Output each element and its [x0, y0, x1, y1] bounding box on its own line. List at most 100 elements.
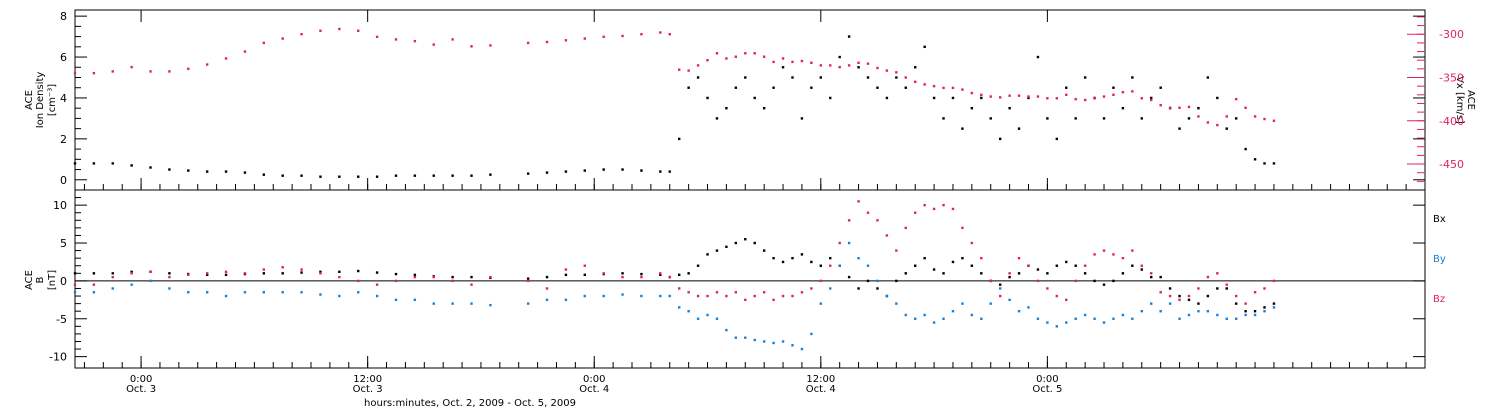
- density-point: [800, 117, 804, 120]
- bx-point: [130, 270, 133, 274]
- legend-bz: Bz: [1433, 294, 1445, 305]
- vx-point: [706, 58, 709, 62]
- density-point: [772, 86, 775, 89]
- bz-point: [980, 256, 983, 260]
- bz-point: [677, 287, 681, 290]
- density-point: [73, 162, 77, 165]
- bz-point: [914, 211, 917, 214]
- vx-point: [810, 61, 813, 64]
- bz-point: [1036, 279, 1040, 283]
- vx-point: [951, 86, 955, 90]
- bz-point: [602, 272, 605, 275]
- density-point: [545, 171, 549, 174]
- bx-point: [1206, 294, 1210, 298]
- vx-point: [470, 45, 473, 48]
- by-point: [980, 317, 983, 320]
- vx-point: [243, 50, 247, 53]
- density-point: [1121, 106, 1125, 110]
- bx-point: [1263, 306, 1266, 309]
- density-point: [470, 174, 473, 177]
- bz-point: [970, 241, 974, 245]
- density-point: [92, 162, 96, 165]
- vx-point: [904, 76, 907, 79]
- bz-point: [885, 234, 889, 237]
- vx-point: [885, 69, 889, 72]
- bz-point: [1112, 253, 1115, 256]
- by-point: [895, 302, 898, 305]
- bx-point: [1140, 268, 1143, 271]
- vx-point: [715, 52, 719, 55]
- bz-point: [489, 275, 492, 279]
- vx-point: [961, 88, 964, 91]
- vx-point: [1197, 115, 1200, 118]
- density-point: [1074, 117, 1077, 120]
- legend-bx: Bx: [1433, 214, 1446, 225]
- bz-point: [791, 294, 794, 298]
- bx-point: [451, 275, 454, 279]
- bx-point: [1112, 279, 1115, 283]
- bx-point: [847, 275, 851, 279]
- density-point: [1083, 76, 1087, 79]
- density-point: [876, 86, 879, 89]
- bx-point: [1055, 264, 1059, 267]
- vx-point: [130, 65, 133, 69]
- by-point: [725, 328, 728, 332]
- density-point: [838, 55, 841, 59]
- by-point: [1074, 317, 1077, 320]
- bz-point: [951, 207, 955, 211]
- by-point: [734, 336, 738, 339]
- bz-point: [168, 275, 171, 279]
- top-left-tick-label: 2: [60, 133, 67, 146]
- by-point: [583, 294, 586, 298]
- density-point: [394, 174, 398, 177]
- vx-point: [762, 55, 766, 58]
- bx-point: [1131, 264, 1134, 267]
- vx-point: [819, 64, 823, 67]
- bx-point: [1168, 287, 1172, 290]
- density-point: [781, 66, 785, 69]
- vx-point: [394, 38, 398, 41]
- density-point: [319, 175, 322, 178]
- bx-point: [819, 264, 823, 267]
- density-point: [951, 96, 955, 100]
- vx-point: [668, 33, 671, 36]
- vx-point: [989, 95, 992, 98]
- by-point: [961, 302, 964, 305]
- bx-point: [470, 275, 473, 279]
- vx-point: [1093, 97, 1096, 100]
- bx-point: [725, 245, 728, 249]
- by-point: [602, 294, 605, 298]
- vx-point: [375, 35, 379, 39]
- bottom-left-tick-label: 5: [60, 237, 67, 250]
- bz-point: [847, 219, 851, 222]
- bz-point: [243, 272, 247, 275]
- x-tick-date-label: Oct. 5: [1032, 384, 1062, 395]
- density-point: [942, 117, 945, 120]
- bx-point: [205, 273, 209, 277]
- by-point: [1206, 309, 1210, 313]
- by-point: [1272, 306, 1276, 309]
- density-point: [621, 168, 624, 171]
- bx-point: [281, 272, 284, 275]
- density-point: [923, 45, 926, 49]
- density-point: [1272, 162, 1276, 165]
- density-point: [1253, 158, 1257, 161]
- bx-point: [319, 270, 322, 274]
- bz-point: [1074, 279, 1077, 283]
- bz-point: [781, 294, 785, 298]
- bx-point: [753, 241, 756, 245]
- bx-point: [951, 260, 955, 264]
- density-point: [857, 66, 860, 69]
- vx-point: [1074, 97, 1077, 101]
- bz-point: [895, 249, 898, 252]
- density-point: [1150, 96, 1153, 100]
- bz-point: [111, 275, 114, 279]
- density-point: [526, 172, 530, 175]
- vx-point: [791, 60, 794, 64]
- by-point: [224, 294, 228, 298]
- by-point: [687, 309, 690, 313]
- bx-point: [923, 256, 926, 260]
- vx-point: [602, 35, 605, 39]
- by-point: [791, 344, 794, 347]
